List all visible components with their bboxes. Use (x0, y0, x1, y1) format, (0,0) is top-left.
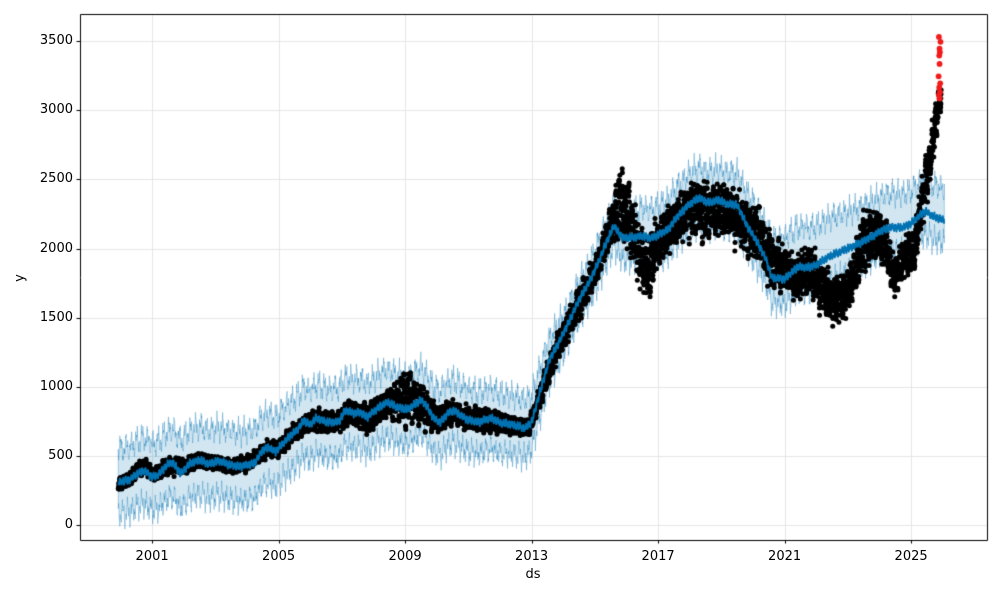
y-tick-label-1000: 1000 (39, 378, 73, 394)
y-tick-label-2000: 2000 (39, 240, 73, 256)
x-tick-label-2021: 2021 (768, 549, 802, 564)
x-tick-label-2025: 2025 (894, 549, 928, 564)
x-tick-label-2001: 2001 (135, 549, 169, 564)
y-tick-label-500: 500 (48, 447, 73, 463)
y-tick-label-3500: 3500 (39, 33, 73, 49)
x-tick-label-2009: 2009 (388, 549, 422, 564)
y-axis-label: y (12, 274, 28, 282)
y-tick-label-2500: 2500 (39, 171, 73, 187)
y-tick-label-3000: 3000 (39, 102, 73, 118)
y-tick-label-1500: 1500 (39, 309, 73, 325)
x-tick-label-2013: 2013 (515, 549, 549, 564)
x-axis-label: ds (525, 567, 541, 582)
y-tick-label-0: 0 (64, 517, 73, 533)
x-tick-label-2005: 2005 (262, 549, 296, 564)
x-tick-label-2017: 2017 (641, 549, 675, 564)
